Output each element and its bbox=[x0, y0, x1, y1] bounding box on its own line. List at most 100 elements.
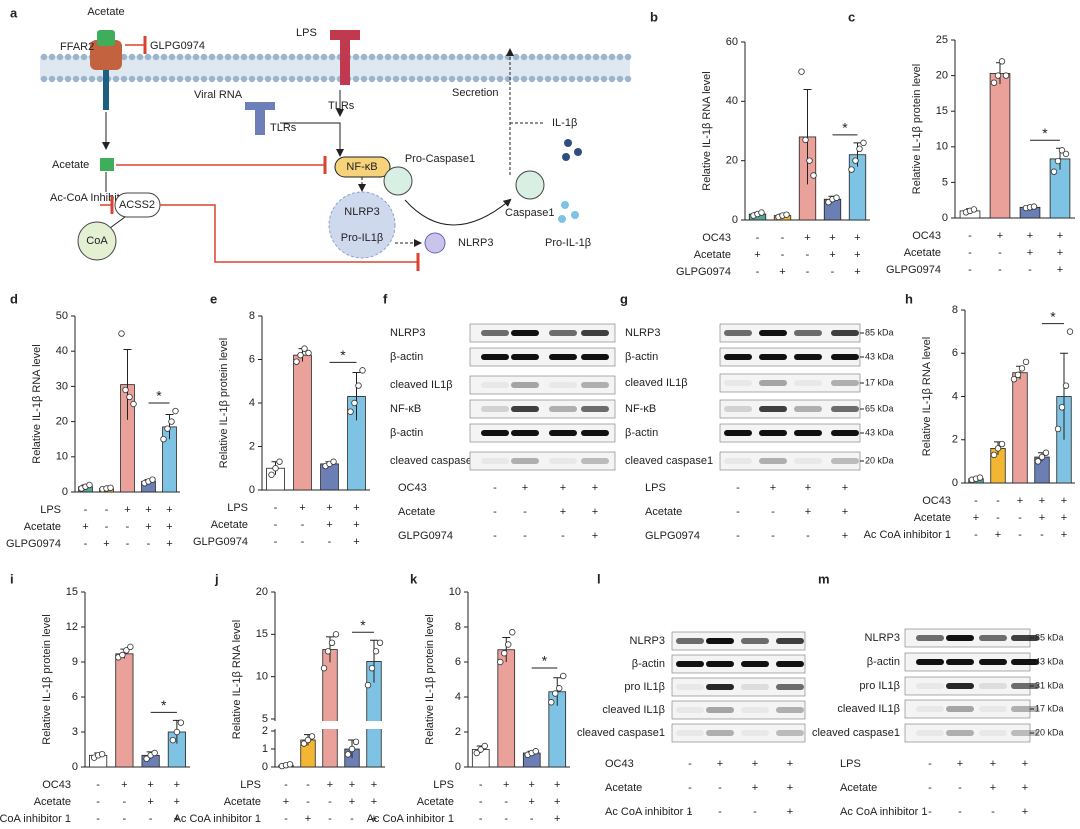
condition-sign: - bbox=[806, 266, 810, 278]
y-tick-label: 10 bbox=[936, 141, 948, 153]
label: TLRs bbox=[270, 122, 297, 134]
data-point bbox=[556, 685, 563, 692]
blot-band bbox=[549, 430, 577, 436]
tlr bbox=[245, 102, 275, 135]
condition-sign: - bbox=[96, 779, 100, 791]
condition-sign: + bbox=[1057, 247, 1063, 259]
blot-band bbox=[831, 354, 859, 360]
condition-label: OC43 bbox=[42, 779, 71, 791]
condition-label: Ac CoA inhibitor 1 bbox=[174, 813, 261, 825]
blot-row-label: cleaved IL1β bbox=[602, 704, 665, 716]
condition-sign: - bbox=[105, 504, 109, 516]
marker-label: 31 kDa bbox=[1035, 680, 1064, 690]
condition-sign: + bbox=[174, 813, 180, 825]
condition-sign: - bbox=[958, 782, 962, 794]
condition-sign: + bbox=[327, 779, 333, 791]
blot-band bbox=[979, 730, 1007, 736]
data-point bbox=[473, 749, 480, 757]
data-point bbox=[798, 68, 805, 75]
blot-band bbox=[724, 406, 752, 412]
lipid bbox=[528, 53, 536, 61]
lipid bbox=[80, 75, 88, 83]
lipid bbox=[200, 75, 208, 83]
blot-row-label: β-actin bbox=[390, 427, 423, 439]
significance-label: * bbox=[340, 347, 346, 363]
marker-label: 85 kDa bbox=[865, 327, 894, 337]
marker-label: 20 kDa bbox=[865, 455, 894, 465]
label: IL-1β bbox=[552, 117, 577, 129]
lipid bbox=[552, 75, 560, 83]
data-point bbox=[810, 172, 817, 179]
y-axis-label: Relative IL-1β RNA level bbox=[921, 337, 933, 456]
condition-sign: + bbox=[305, 813, 311, 825]
lipid bbox=[72, 53, 80, 61]
condition-sign: + bbox=[349, 779, 355, 791]
data-point bbox=[560, 672, 567, 680]
condition-sign: - bbox=[504, 796, 508, 808]
caspase bbox=[515, 170, 545, 200]
condition-sign: + bbox=[1039, 495, 1045, 507]
blot-strip bbox=[671, 654, 806, 674]
data-point bbox=[348, 745, 356, 753]
condition-sign: - bbox=[328, 813, 332, 825]
data-point bbox=[168, 418, 175, 425]
lipid bbox=[56, 53, 64, 61]
data-point bbox=[998, 58, 1006, 65]
data-point bbox=[1058, 404, 1066, 411]
lipid bbox=[464, 53, 472, 61]
condition-sign: + bbox=[1022, 782, 1028, 794]
lipid bbox=[480, 53, 488, 61]
data-point bbox=[758, 209, 765, 216]
data-point bbox=[301, 345, 308, 352]
lipid bbox=[360, 75, 368, 83]
condition-sign: + bbox=[353, 519, 359, 531]
condition-sign: - bbox=[561, 530, 565, 542]
lipid bbox=[128, 53, 136, 61]
pathway-diagram: a Acetate FFAR2 GLPG0974 LPS TLRs Viral … bbox=[10, 5, 632, 271]
blot-band bbox=[676, 638, 704, 644]
y-tick-label: 9 bbox=[72, 656, 78, 668]
data-point bbox=[98, 750, 106, 758]
y-tick-label: 2 bbox=[455, 726, 461, 738]
receptor-tail bbox=[103, 70, 109, 110]
blot-band bbox=[979, 706, 1007, 712]
condition-sign: + bbox=[166, 538, 172, 550]
condition-sign: - bbox=[958, 806, 962, 818]
condition-sign: + bbox=[554, 779, 560, 791]
blot-band bbox=[946, 659, 974, 665]
inhibition bbox=[160, 204, 420, 271]
lipid bbox=[624, 53, 632, 61]
label: NLRP3 bbox=[458, 237, 493, 249]
blot-strip bbox=[469, 375, 616, 395]
lipid bbox=[456, 75, 464, 83]
data-point bbox=[304, 736, 312, 744]
y-tick-label: 50 bbox=[56, 310, 68, 322]
label: NLRP3 bbox=[344, 206, 379, 218]
lipid bbox=[96, 75, 104, 83]
condition-sign: - bbox=[1018, 512, 1022, 524]
coa-node bbox=[77, 221, 117, 261]
lipid bbox=[304, 53, 312, 61]
condition-label: Ac CoA inhibitor 1 bbox=[605, 806, 692, 818]
blot-band bbox=[724, 458, 752, 464]
lipid bbox=[40, 75, 48, 83]
lipid bbox=[216, 75, 224, 83]
condition-sign: + bbox=[147, 796, 153, 808]
lipid bbox=[384, 53, 392, 61]
axis-break bbox=[269, 721, 385, 729]
label: Pro-IL-1β bbox=[545, 237, 591, 249]
condition-label: Acetate bbox=[694, 249, 731, 261]
lipid bbox=[240, 53, 248, 61]
lipid bbox=[416, 75, 424, 83]
data-point bbox=[1054, 425, 1062, 433]
lipid bbox=[296, 75, 304, 83]
lipid bbox=[464, 75, 472, 83]
blot-band bbox=[511, 382, 539, 388]
lipid bbox=[128, 75, 136, 83]
y-tick-label: 6 bbox=[455, 656, 461, 668]
panel-letter: h bbox=[905, 291, 913, 306]
lipid bbox=[568, 53, 576, 61]
lipid bbox=[488, 75, 496, 83]
lipid bbox=[184, 53, 192, 61]
blot-strip bbox=[469, 399, 616, 419]
